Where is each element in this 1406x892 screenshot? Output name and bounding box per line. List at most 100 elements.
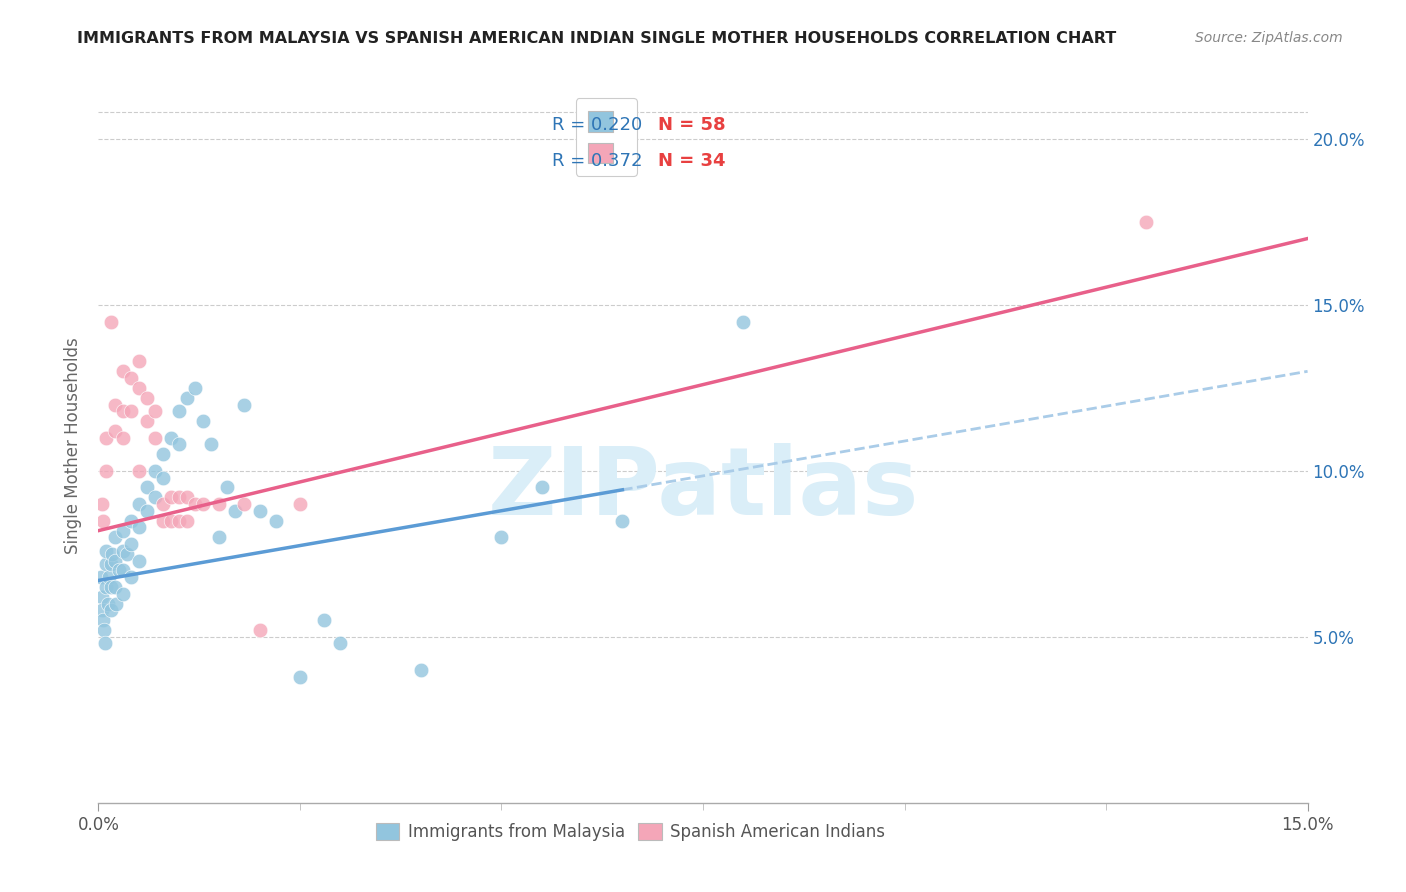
- Point: [152, 447, 174, 461]
- Point: [288, 497, 311, 511]
- Point: [232, 397, 254, 411]
- Point: [128, 464, 150, 478]
- Point: [96, 464, 118, 478]
- Point: [100, 580, 122, 594]
- Text: ZIPatlas: ZIPatlas: [488, 442, 918, 535]
- Point: [111, 364, 134, 378]
- Point: [208, 497, 231, 511]
- Point: [612, 514, 634, 528]
- Point: [143, 464, 166, 478]
- Text: R = 0.372: R = 0.372: [551, 152, 643, 169]
- Point: [111, 431, 134, 445]
- Point: [135, 391, 157, 405]
- Point: [91, 514, 114, 528]
- Point: [314, 613, 336, 627]
- Point: [103, 530, 125, 544]
- Point: [249, 504, 271, 518]
- Point: [111, 587, 134, 601]
- Point: [152, 497, 174, 511]
- Point: [128, 553, 150, 567]
- Point: [224, 504, 246, 518]
- Point: [288, 670, 311, 684]
- Point: [208, 530, 231, 544]
- Text: R = 0.220: R = 0.220: [551, 116, 643, 134]
- Point: [111, 404, 134, 418]
- Point: [160, 431, 183, 445]
- Point: [96, 543, 118, 558]
- Point: [111, 564, 134, 578]
- Legend: Immigrants from Malaysia, Spanish American Indians: Immigrants from Malaysia, Spanish Americ…: [370, 816, 891, 848]
- Point: [184, 497, 207, 511]
- Point: [217, 481, 239, 495]
- Point: [491, 530, 513, 544]
- Point: [135, 481, 157, 495]
- Point: [329, 636, 352, 650]
- Text: N = 34: N = 34: [658, 152, 725, 169]
- Point: [93, 624, 115, 638]
- Point: [128, 520, 150, 534]
- Point: [143, 491, 166, 505]
- Point: [100, 603, 122, 617]
- Y-axis label: Single Mother Households: Single Mother Households: [65, 338, 83, 554]
- Point: [100, 314, 122, 328]
- Point: [176, 391, 198, 405]
- Point: [103, 553, 125, 567]
- Point: [160, 491, 183, 505]
- Point: [115, 547, 138, 561]
- Point: [264, 514, 287, 528]
- Point: [152, 470, 174, 484]
- Point: [128, 354, 150, 368]
- Point: [96, 431, 118, 445]
- Point: [249, 624, 271, 638]
- Point: [120, 371, 142, 385]
- Point: [120, 404, 142, 418]
- Point: [232, 497, 254, 511]
- Point: [111, 524, 134, 538]
- Point: [120, 537, 142, 551]
- Point: [733, 314, 755, 328]
- Point: [167, 491, 190, 505]
- Point: [96, 580, 118, 594]
- Point: [111, 543, 134, 558]
- Point: [100, 557, 122, 571]
- Point: [1135, 215, 1157, 229]
- Point: [90, 570, 112, 584]
- Point: [152, 514, 174, 528]
- Point: [167, 404, 190, 418]
- Point: [167, 437, 190, 451]
- Point: [120, 514, 142, 528]
- Point: [103, 580, 125, 594]
- Point: [409, 663, 432, 677]
- Point: [107, 564, 129, 578]
- Point: [101, 547, 124, 561]
- Text: N = 58: N = 58: [658, 116, 725, 134]
- Point: [91, 613, 114, 627]
- Point: [143, 431, 166, 445]
- Point: [135, 414, 157, 428]
- Point: [184, 381, 207, 395]
- Point: [128, 497, 150, 511]
- Point: [90, 590, 112, 604]
- Point: [193, 414, 215, 428]
- Point: [97, 597, 120, 611]
- Point: [94, 557, 117, 571]
- Point: [105, 597, 128, 611]
- Point: [90, 497, 112, 511]
- Point: [91, 603, 114, 617]
- Point: [167, 514, 190, 528]
- Point: [94, 636, 117, 650]
- Point: [97, 570, 120, 584]
- Text: Source: ZipAtlas.com: Source: ZipAtlas.com: [1195, 31, 1343, 45]
- Point: [135, 504, 157, 518]
- Point: [103, 397, 125, 411]
- Point: [103, 424, 125, 438]
- Text: IMMIGRANTS FROM MALAYSIA VS SPANISH AMERICAN INDIAN SINGLE MOTHER HOUSEHOLDS COR: IMMIGRANTS FROM MALAYSIA VS SPANISH AMER…: [77, 31, 1116, 46]
- Point: [176, 491, 198, 505]
- Point: [193, 497, 215, 511]
- Point: [143, 404, 166, 418]
- Point: [200, 437, 222, 451]
- Point: [128, 381, 150, 395]
- Point: [176, 514, 198, 528]
- Point: [120, 570, 142, 584]
- Point: [530, 481, 553, 495]
